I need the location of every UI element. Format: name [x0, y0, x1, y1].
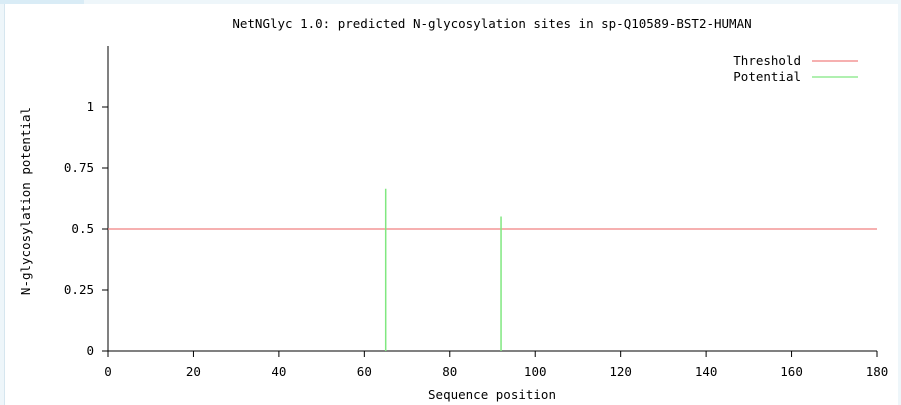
x-tick-label: 0	[104, 364, 112, 379]
legend-label: Threshold	[733, 53, 801, 68]
y-tick-label: 0.75	[64, 160, 94, 175]
chart-title: NetNGlyc 1.0: predicted N-glycosylation …	[232, 16, 751, 31]
corner-accent	[0, 0, 84, 4]
chart-panel	[4, 4, 898, 405]
y-tick-label: 0.5	[71, 221, 94, 236]
x-tick-label: 60	[357, 364, 372, 379]
legend-label: Potential	[733, 69, 801, 84]
x-tick-label: 160	[780, 364, 803, 379]
y-tick-label: 0	[86, 343, 94, 358]
x-tick-label: 120	[609, 364, 632, 379]
x-tick-label: 20	[186, 364, 201, 379]
y-tick-label: 1	[86, 99, 94, 114]
x-tick-label: 100	[524, 364, 547, 379]
x-tick-label: 140	[695, 364, 718, 379]
x-tick-label: 40	[271, 364, 286, 379]
x-tick-label: 80	[442, 364, 457, 379]
y-axis-label: N-glycosylation potential	[18, 107, 33, 295]
x-axis-label: Sequence position	[428, 387, 556, 402]
x-tick-label: 180	[866, 364, 889, 379]
y-tick-label: 0.25	[64, 282, 94, 297]
plot-area: 0 20 40 60 80 100 120 140 160 180 0 0.25 0.5 0.75 1	[64, 46, 888, 379]
